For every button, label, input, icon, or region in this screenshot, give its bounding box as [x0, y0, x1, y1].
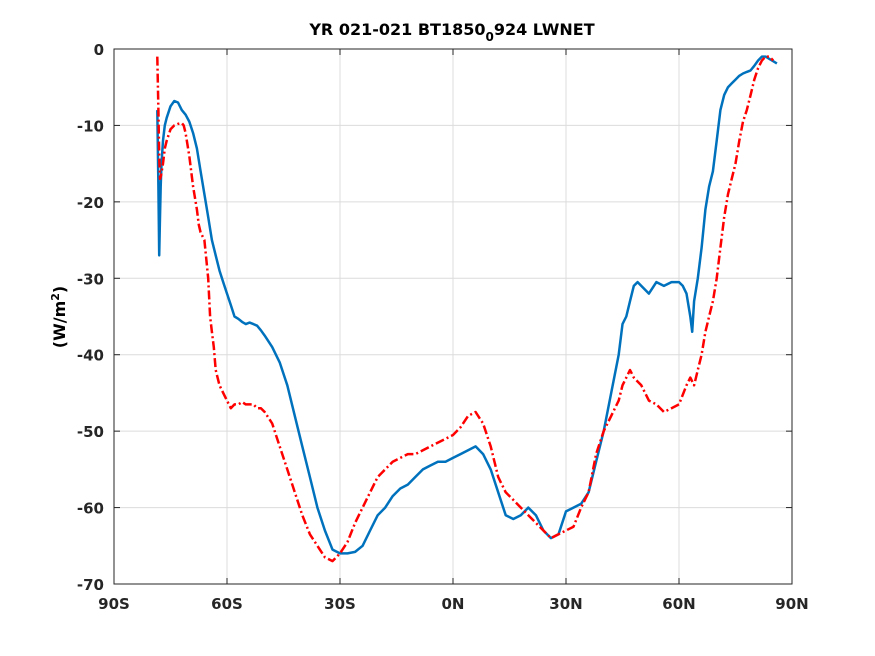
tick-marks: [113, 48, 793, 585]
y-tick-label: -30: [77, 270, 104, 288]
x-tick-label: 60N: [662, 595, 695, 613]
grid-lines: [113, 48, 793, 585]
chart-title: YR 021-021 BT18500924 LWNET: [308, 20, 594, 44]
y-tick-label: -60: [77, 500, 104, 518]
x-tick-label: 90S: [98, 595, 130, 613]
series-line-1: [156, 55, 778, 555]
y-tick-labels: 0 -10 -20 -30 -40 -50 -60 -70: [77, 41, 104, 594]
y-axis-label: (W/m2): [49, 286, 69, 348]
x-tick-label: 60S: [211, 595, 243, 613]
x-tick-labels: 90S 60S 30S 0N 30N 60N 90N: [98, 595, 809, 613]
y-tick-label: -20: [77, 194, 104, 212]
x-tick-label: 90N: [775, 595, 808, 613]
x-tick-label: 30N: [549, 595, 582, 613]
y-tick-label: -10: [77, 117, 104, 135]
x-tick-label: 30S: [324, 595, 356, 613]
y-tick-label: 0: [94, 41, 104, 59]
y-tick-label: -70: [77, 576, 104, 594]
x-tick-label: 0N: [442, 595, 465, 613]
series-group: [156, 55, 778, 563]
y-tick-label: -40: [77, 347, 104, 365]
y-tick-label: -50: [77, 423, 104, 441]
